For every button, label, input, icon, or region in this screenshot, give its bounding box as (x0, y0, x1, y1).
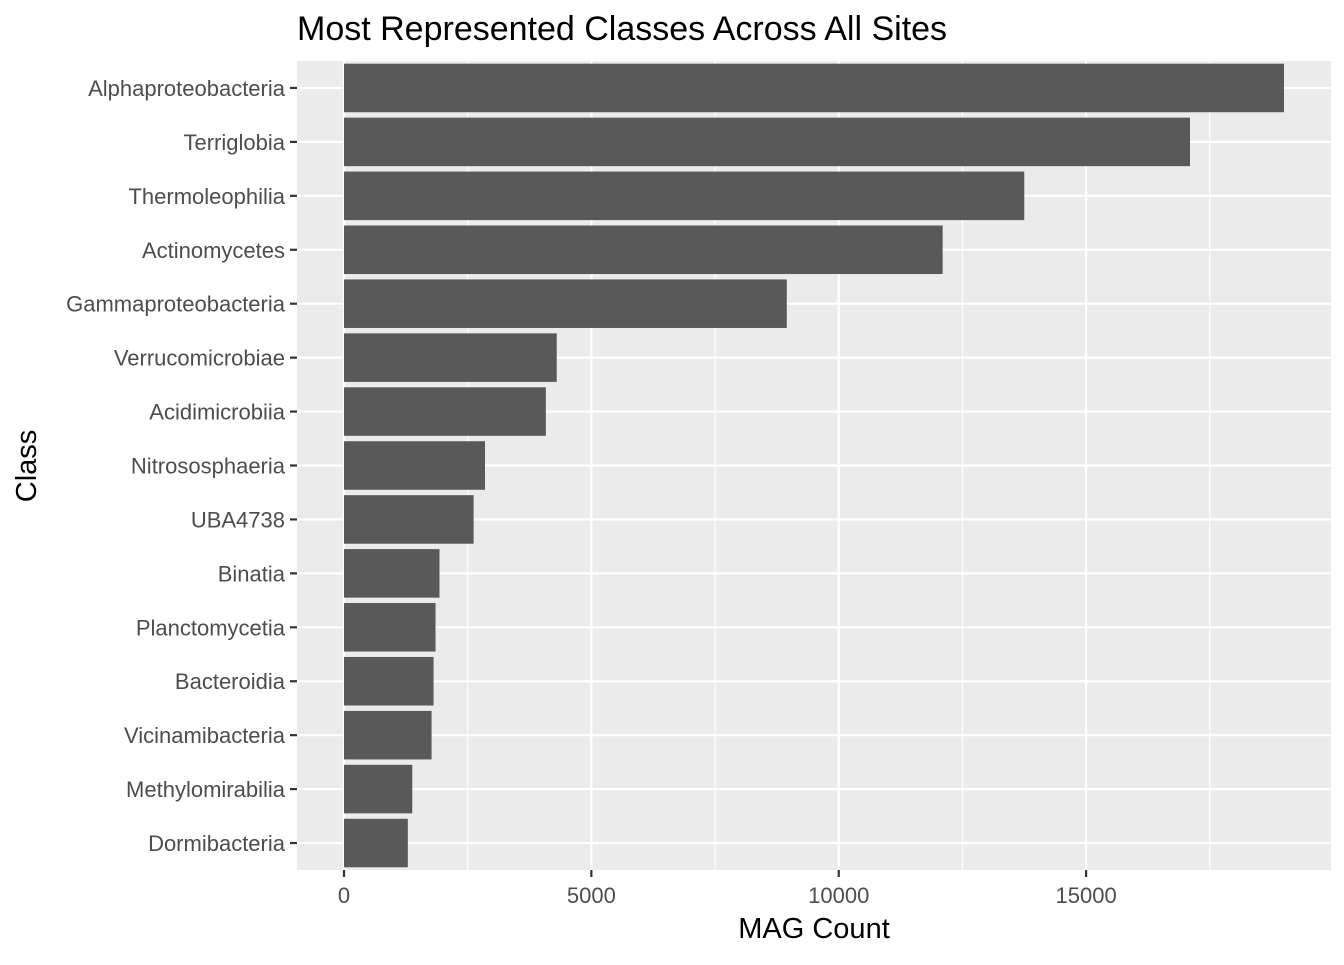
bar (344, 387, 546, 436)
bar (344, 603, 436, 652)
x-tick-label: 0 (338, 883, 350, 908)
y-tick-label: Methylomirabilia (126, 777, 286, 802)
bar (344, 495, 474, 544)
x-axis-label: MAG Count (738, 913, 890, 945)
bar (344, 656, 434, 706)
bar (344, 764, 413, 814)
bar (344, 63, 1284, 113)
y-axis-label: Class (11, 430, 43, 503)
y-tick-label: Bacteroidia (175, 669, 286, 694)
x-tick-label: 15000 (1056, 883, 1117, 908)
y-tick-label: Actinomycetes (142, 238, 285, 263)
bar (344, 225, 943, 275)
bar (344, 171, 1025, 221)
bar (344, 117, 1190, 167)
bar (344, 710, 432, 760)
y-tick-label: UBA4738 (191, 507, 285, 532)
y-tick-label: Planctomycetia (136, 615, 286, 640)
bar (344, 333, 557, 382)
y-tick-label: Vicinamibacteria (124, 723, 286, 748)
y-tick-label: Verrucomicrobiae (114, 346, 285, 371)
x-tick-label: 5000 (567, 883, 616, 908)
y-tick-label: Terriglobia (184, 130, 286, 155)
x-tick-label: 10000 (808, 883, 869, 908)
y-axis: Alphaproteobacteria Terriglobia Thermoleop… (66, 76, 297, 856)
y-tick-label: Alphaproteobacteria (88, 76, 286, 101)
y-tick-label: Thermoleophilia (128, 184, 285, 209)
y-tick-label: Binatia (218, 561, 286, 586)
bar (344, 818, 408, 868)
chart-title: Most Represented Classes Across All Site… (297, 10, 947, 48)
bar (344, 549, 440, 598)
bar (344, 279, 787, 328)
bar (344, 441, 485, 490)
y-tick-label: Acidimicrobiia (149, 400, 285, 425)
x-axis: 0 5000 10000 15000 (338, 870, 1117, 908)
y-tick-label: Dormibacteria (148, 831, 286, 856)
bars-layer (344, 63, 1284, 868)
y-tick-label: Gammaproteobacteria (66, 292, 286, 317)
y-tick-label: Nitrososphaeria (131, 454, 286, 479)
